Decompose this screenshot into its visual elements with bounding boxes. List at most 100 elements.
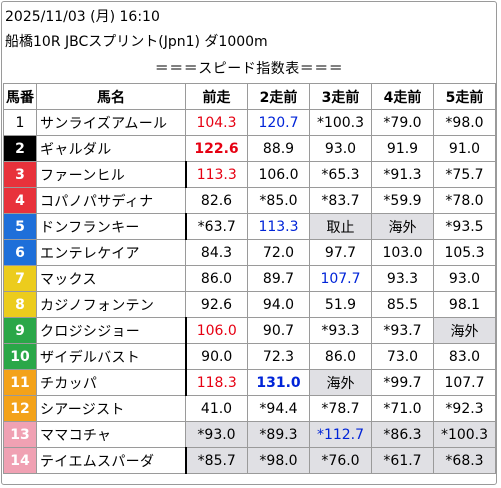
speed-index-cell: 105.3 [433,239,496,266]
horse-name: エンテレケイア [36,239,186,266]
table-row: 8 カジノフォンテン 92.6 94.0 51.9 85.5 98.1 [3,291,496,318]
table-row: 2 ギャルダル 122.6 88.9 93.0 91.9 91.0 [3,135,496,162]
speed-index-cell: 51.9 [309,291,372,318]
speed-index-cell: *89.3 [247,421,310,448]
horse-name: カジノフォンテン [36,291,186,318]
horse-name: サンライズアムール [36,109,186,136]
speed-index-cell: 131.0 [247,369,310,396]
speed-index-cell: 91.9 [371,135,434,162]
speed-index-cell: 120.7 [247,109,310,136]
speed-index-cell: 86.0 [309,343,372,370]
speed-index-cell: 104.3 [185,109,248,136]
horse-number: 8 [3,291,37,318]
table-row: 4 コパノパサディナ 82.6 *85.0 *83.7 *59.9 *78.0 [3,187,496,214]
speed-index-cell: *71.0 [371,395,434,422]
table-row: 9 クロジシジョー 106.0 90.7 *93.3 *93.7 海外 [3,317,496,344]
horse-name: ファーンヒル [36,161,186,188]
speed-index-table: 馬番 馬名 前走 2走前 3走前 4走前 5走前 1 サンライズアムール 104… [3,83,496,474]
speed-index-cell: *63.7 [184,213,248,240]
speed-index-cell: 83.0 [433,343,496,370]
speed-index-cell: 97.7 [309,239,372,266]
col-header-last-race: 前走 [185,83,248,110]
speed-index-cell: *93.5 [433,213,496,240]
horse-number: 3 [3,161,37,188]
speed-index-cell: 72.0 [247,239,310,266]
col-header-3-races-ago: 3走前 [309,83,372,110]
horse-number: 13 [3,421,37,448]
speed-index-cell: 106.0 [184,317,248,344]
speed-index-cell: 106.0 [247,161,310,188]
speed-index-cell: *98.0 [247,447,310,474]
speed-index-cell: *85.0 [247,187,310,214]
speed-index-cell: *98.0 [433,109,496,136]
table-row: 7 マックス 86.0 89.7 107.7 93.3 93.0 [3,265,496,292]
speed-index-cell: *91.3 [371,161,434,188]
speed-index-cell: 88.9 [247,135,310,162]
speed-index-cell: *78.0 [433,187,496,214]
table-row: 5 ドンフランキー *63.7 113.3 取止 海外 *93.5 [3,213,496,240]
speed-index-cell: *92.3 [433,395,496,422]
horse-number: 12 [3,395,37,422]
table-row: 11 チカッパ 118.3 131.0 海外 *99.7 107.7 [3,369,496,396]
speed-index-cell: *99.7 [371,369,434,396]
speed-index-cell: *100.3 [433,421,496,448]
speed-index-cell: *93.3 [309,317,372,344]
speed-index-cell: *78.7 [309,395,372,422]
speed-index-cell: 海外 [433,317,496,344]
speed-index-cell: *85.7 [184,447,248,474]
speed-index-cell: 107.7 [309,265,372,292]
speed-index-cell: *79.0 [371,109,434,136]
speed-index-cell: *75.7 [433,161,496,188]
speed-index-cell: 113.3 [184,161,248,188]
col-header-number: 馬番 [3,83,37,110]
speed-index-cell: 92.6 [185,291,248,318]
speed-index-cell: 海外 [309,369,372,396]
speed-index-cell: 72.3 [247,343,310,370]
speed-index-cell: *94.4 [247,395,310,422]
horse-number: 10 [3,343,37,370]
speed-index-cell: *68.3 [433,447,496,474]
speed-index-cell: *93.0 [185,421,248,448]
col-header-horse-name: 馬名 [36,83,186,110]
horse-number: 7 [3,265,37,292]
speed-index-cell: *65.3 [309,161,372,188]
col-header-5-races-ago: 5走前 [433,83,496,110]
horse-name: マックス [36,265,186,292]
horse-name: コパノパサディナ [36,187,186,214]
table-row: 6 エンテレケイア 84.3 72.0 97.7 103.0 105.3 [3,239,496,266]
speed-index-cell: 取止 [309,213,372,240]
horse-number: 11 [3,369,37,396]
table-row: 13 ママコチャ *93.0 *89.3 *112.7 *86.3 *100.3 [3,421,496,448]
table-row: 1 サンライズアムール 104.3 120.7 *100.3 *79.0 *98… [3,109,496,136]
speed-index-cell: 91.0 [433,135,496,162]
speed-index-cell: *100.3 [309,109,372,136]
speed-index-cell: 98.1 [433,291,496,318]
col-header-4-races-ago: 4走前 [371,83,434,110]
speed-index-cell: 93.0 [433,265,496,292]
speed-index-cell: *112.7 [309,421,372,448]
horse-number: 9 [3,317,37,344]
horse-name: ママコチャ [36,421,186,448]
speed-index-cell: 海外 [371,213,434,240]
speed-index-cell: 103.0 [371,239,434,266]
speed-index-cell: 84.3 [185,239,248,266]
horse-name: テイエムスパーダ [36,447,186,474]
horse-name: ザイデルバスト [36,343,186,370]
speed-index-cell: *61.7 [371,447,434,474]
horse-number: 14 [3,447,37,474]
horse-name: チカッパ [36,369,186,396]
horse-number: 2 [3,135,37,162]
speed-index-cell: 82.6 [185,187,248,214]
speed-index-cell: *83.7 [309,187,372,214]
horse-number: 4 [3,187,37,214]
speed-index-cell: 89.7 [247,265,310,292]
speed-index-cell: 93.3 [371,265,434,292]
horse-number: 5 [3,213,37,240]
horse-name: クロジシジョー [36,317,186,344]
speed-index-cell: 122.6 [185,135,248,162]
speed-index-cell: *86.3 [371,421,434,448]
table-subtitle: ＝＝＝スピード指数表＝＝＝ [154,61,344,77]
col-header-2-races-ago: 2走前 [247,83,310,110]
speed-index-cell: 93.0 [309,135,372,162]
